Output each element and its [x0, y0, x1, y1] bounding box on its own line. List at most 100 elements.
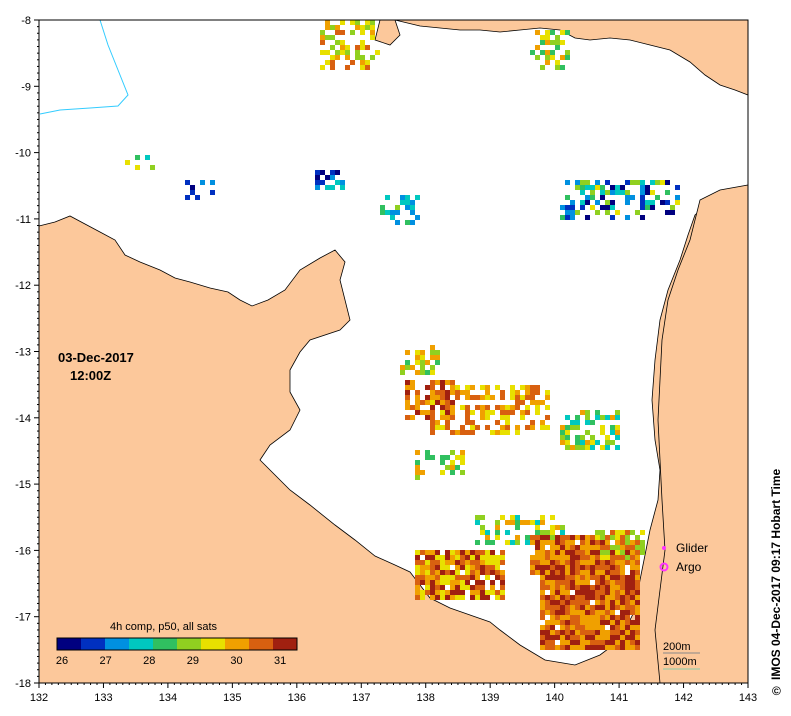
- sst-pixel: [565, 585, 570, 590]
- sst-pixel: [605, 440, 610, 445]
- sst-pixel: [525, 540, 530, 545]
- y-axis: -8 -9 -10 -11 -12 -13 -14 -15 -16 -17 -18: [15, 15, 39, 690]
- sst-pixel: [560, 555, 565, 560]
- sst-pixel: [555, 580, 560, 585]
- sst-pixel: [550, 545, 555, 550]
- sst-pixel: [545, 580, 550, 585]
- sst-pixel: [585, 180, 590, 185]
- sst-pixel: [405, 380, 410, 385]
- sst-pixel: [550, 585, 555, 590]
- sst-pixel: [420, 595, 425, 600]
- sst-pixel: [620, 620, 625, 625]
- sst-pixel: [560, 605, 565, 610]
- sst-pixel: [615, 565, 620, 570]
- sst-pixel: [585, 560, 590, 565]
- sst-pixel: [590, 545, 595, 550]
- sst-pixel: [640, 530, 645, 535]
- sst-pixel: [565, 545, 570, 550]
- sst-pixel: [640, 550, 645, 555]
- sst-pixel: [480, 590, 485, 595]
- sst-pixel: [590, 630, 595, 635]
- sst-pixel: [515, 390, 520, 395]
- sst-pixel: [440, 575, 445, 580]
- sst-pixel: [405, 360, 410, 365]
- sst-pixel: [515, 535, 520, 540]
- sst-pixel: [595, 185, 600, 190]
- sst-pixel: [450, 590, 455, 595]
- sst-pixel: [595, 535, 600, 540]
- sst-pixel: [545, 635, 550, 640]
- sst-pixel: [350, 30, 355, 35]
- sst-pixel: [415, 475, 420, 480]
- sst-pixel: [455, 565, 460, 570]
- sst-pixel: [540, 515, 545, 520]
- sst-pixel: [485, 390, 490, 395]
- sst-pixel: [465, 580, 470, 585]
- sst-pixel: [535, 55, 540, 60]
- sst-pixel: [325, 20, 330, 25]
- sst-pixel: [535, 390, 540, 395]
- sst-pixel: [355, 45, 360, 50]
- sst-pixel: [585, 535, 590, 540]
- sst-pixel: [635, 635, 640, 640]
- sst-pixel: [545, 645, 550, 650]
- sst-pixel: [390, 210, 395, 215]
- sst-pixel: [315, 185, 320, 190]
- sst-pixel: [525, 405, 530, 410]
- sst-pixel: [410, 415, 415, 420]
- sst-pixel: [415, 590, 420, 595]
- sst-pixel: [560, 580, 565, 585]
- sst-pixel: [480, 395, 485, 400]
- sst-pixel: [585, 625, 590, 630]
- sst-pixel: [600, 625, 605, 630]
- sst-pixel: [485, 415, 490, 420]
- sst-pixel: [510, 515, 515, 520]
- sst-pixel: [485, 410, 490, 415]
- sst-pixel: [575, 620, 580, 625]
- sst-pixel: [625, 550, 630, 555]
- sst-pixel: [615, 435, 620, 440]
- sst-pixel: [570, 610, 575, 615]
- sst-pixel: [545, 595, 550, 600]
- sst-pixel: [415, 550, 420, 555]
- sst-pixel: [575, 645, 580, 650]
- sst-pixel: [435, 595, 440, 600]
- x-tick-label: 141: [610, 692, 628, 704]
- sst-pixel: [445, 465, 450, 470]
- colorbar-tick-label: 28: [143, 655, 155, 667]
- sst-pixel: [585, 555, 590, 560]
- sst-pixel: [565, 595, 570, 600]
- sst-pixel: [580, 630, 585, 635]
- sst-pixel: [485, 595, 490, 600]
- sst-pixel: [545, 620, 550, 625]
- sst-pixel: [540, 555, 545, 560]
- sst-pixel: [425, 415, 430, 420]
- sst-pixel: [600, 575, 605, 580]
- y-tick-label: -9: [21, 81, 31, 93]
- sst-pixel: [585, 595, 590, 600]
- sst-pixel: [545, 55, 550, 60]
- sst-pixel: [605, 550, 610, 555]
- sst-pixel: [505, 405, 510, 410]
- sst-pixel: [405, 195, 410, 200]
- sst-pixel: [610, 570, 615, 575]
- sst-pixel: [570, 215, 575, 220]
- sst-pixel: [410, 200, 415, 205]
- sst-pixel: [540, 610, 545, 615]
- sst-pixel: [455, 575, 460, 580]
- sst-pixel: [605, 635, 610, 640]
- y-tick-label: -11: [16, 214, 31, 226]
- sst-pixel: [615, 605, 620, 610]
- sst-pixel: [555, 610, 560, 615]
- sst-pixel: [595, 640, 600, 645]
- sst-pixel: [405, 395, 410, 400]
- sst-pixel: [625, 180, 630, 185]
- sst-pixel: [550, 620, 555, 625]
- sst-pixel: [405, 390, 410, 395]
- sst-pixel: [595, 570, 600, 575]
- sst-pixel: [615, 425, 620, 430]
- x-tick-label: 143: [739, 692, 757, 704]
- sst-pixel: [580, 590, 585, 595]
- sst-pixel: [635, 590, 640, 595]
- sst-pixel: [570, 445, 575, 450]
